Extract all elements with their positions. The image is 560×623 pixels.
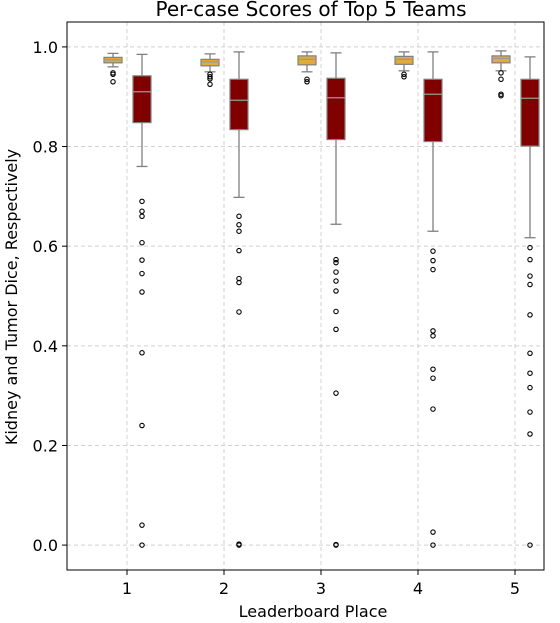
- outlier-point: [304, 76, 310, 83]
- box-plot-marks: [103, 50, 540, 548]
- outlier-point: [527, 273, 533, 279]
- box-group: [132, 53, 152, 548]
- x-tick-label: 3: [316, 579, 326, 598]
- outlier-point: [401, 71, 407, 78]
- box-group: [103, 52, 123, 85]
- y-axis-label: Kidney and Tumor Dice, Respectively: [2, 149, 21, 445]
- outlier-point: [236, 213, 242, 220]
- outlier-point: [430, 366, 436, 372]
- outlier-point: [236, 228, 242, 234]
- outlier-point: [110, 79, 116, 85]
- y-tick-label: 0.0: [33, 536, 58, 555]
- box-iqr: [491, 55, 511, 64]
- outlier-point: [333, 542, 339, 548]
- outlier-point: [498, 76, 504, 83]
- plot-frame: [66, 21, 545, 571]
- outlier-point: [430, 248, 436, 254]
- box-group: [297, 51, 317, 85]
- x-tick-label: 2: [219, 579, 229, 598]
- outlier-point: [333, 390, 339, 396]
- box-group: [326, 52, 346, 548]
- y-tick-label: 0.2: [33, 436, 58, 455]
- outlier-point: [139, 198, 145, 205]
- outlier-point: [430, 266, 436, 273]
- outlier-point: [139, 239, 145, 246]
- x-axis-label: Leaderboard Place: [239, 602, 388, 618]
- outlier-point: [430, 406, 436, 412]
- outlier-point: [236, 309, 242, 315]
- outlier-point: [430, 328, 436, 334]
- box-iqr: [423, 78, 443, 143]
- x-tick-label: 4: [413, 579, 423, 598]
- outlier-point: [333, 326, 339, 333]
- outlier-point: [333, 278, 339, 284]
- outlier-point: [498, 92, 504, 99]
- chart-title: Per-case Scores of Top 5 Teams: [155, 0, 466, 21]
- outlier-point: [527, 350, 533, 357]
- y-tick-label: 0.6: [33, 237, 58, 256]
- outlier-point: [139, 270, 145, 277]
- box-iqr: [297, 55, 317, 66]
- outlier-point: [110, 71, 116, 78]
- box-group: [423, 51, 443, 548]
- outlier-point: [333, 256, 339, 263]
- outlier-point: [139, 422, 145, 429]
- y-tick-label: 0.8: [33, 138, 58, 157]
- outlier-point: [527, 542, 533, 548]
- x-tick-label: 1: [122, 579, 132, 598]
- box-group: [229, 51, 249, 548]
- box-iqr: [394, 55, 414, 65]
- outlier-point: [207, 74, 213, 80]
- outlier-point: [236, 279, 242, 286]
- outlier-point: [430, 542, 436, 548]
- y-tick-label: 1.0: [33, 38, 58, 57]
- outlier-point: [527, 370, 533, 376]
- box-group: [491, 50, 511, 99]
- box-iqr: [520, 78, 540, 147]
- outlier-point: [527, 431, 533, 437]
- box-group: [520, 56, 540, 548]
- y-tick-label: 0.4: [33, 337, 58, 356]
- grid-lines: [67, 22, 544, 570]
- outlier-point: [527, 312, 533, 318]
- outlier-point: [207, 81, 213, 88]
- outlier-point: [304, 79, 310, 85]
- outlier-point: [333, 308, 339, 315]
- outlier-point: [139, 542, 145, 548]
- box-iqr: [229, 78, 249, 131]
- outlier-point: [527, 256, 533, 263]
- outlier-point: [498, 70, 504, 76]
- outlier-point: [236, 247, 242, 254]
- outlier-point: [527, 244, 533, 251]
- outlier-point: [139, 289, 145, 295]
- outlier-point: [527, 384, 533, 391]
- box-iqr: [132, 75, 152, 124]
- outlier-point: [401, 74, 407, 80]
- box-group: [200, 53, 220, 88]
- outlier-point: [527, 281, 533, 288]
- box-group: [394, 51, 414, 80]
- outlier-point: [139, 257, 145, 263]
- outlier-point: [139, 350, 145, 356]
- axis-ticks: 0.0 0.2 0.4 0.6 0.8 1.0 1 2 3 4 5: [33, 38, 521, 598]
- box-iqr: [326, 77, 346, 141]
- x-tick-label: 5: [510, 579, 520, 598]
- outlier-point: [139, 208, 145, 215]
- outlier-point: [430, 257, 436, 264]
- outlier-point: [430, 375, 436, 381]
- outlier-point: [333, 269, 339, 275]
- box-iqr: [200, 58, 220, 67]
- outlier-point: [430, 333, 436, 339]
- outlier-point: [207, 76, 213, 82]
- outlier-point: [430, 529, 436, 535]
- outlier-point: [139, 522, 145, 528]
- outlier-point: [236, 222, 242, 228]
- outlier-point: [527, 409, 533, 415]
- outlier-point: [139, 213, 145, 220]
- outlier-point: [333, 259, 339, 266]
- outlier-point: [333, 288, 339, 294]
- outlier-point: [236, 542, 242, 548]
